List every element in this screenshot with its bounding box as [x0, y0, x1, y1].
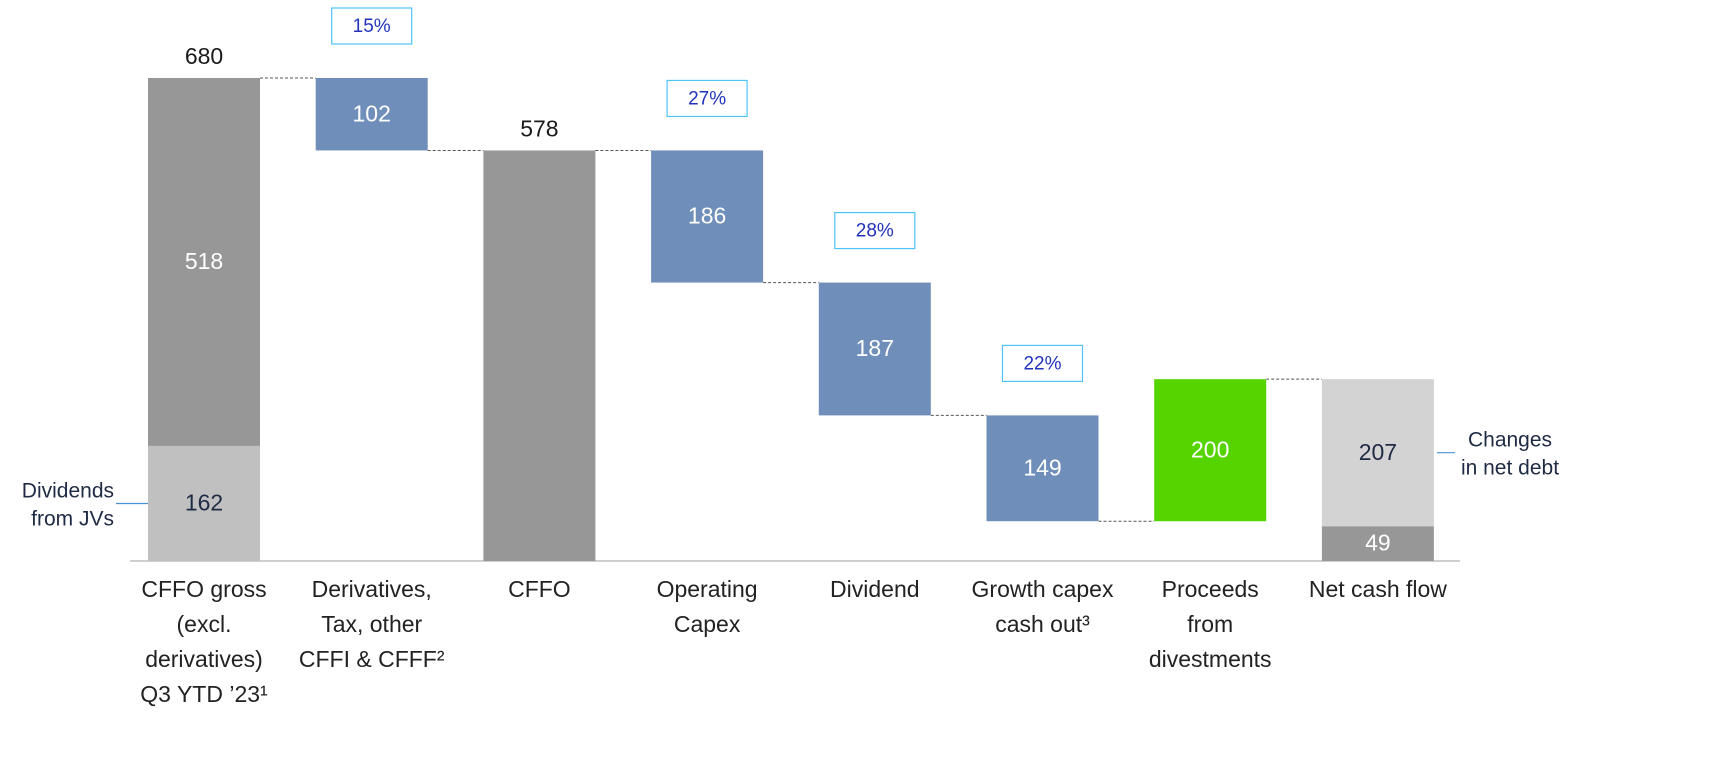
- share-box: [666, 79, 748, 118]
- value-label: 162: [185, 490, 223, 516]
- category-line: CFFI & CFFF²: [299, 646, 445, 672]
- category-label: Operating Capex: [657, 576, 758, 637]
- category-label: Derivatives, Tax, other CFFI & CFFF²: [299, 576, 445, 672]
- annotation-line-text: Changes: [1468, 428, 1552, 451]
- category-line: Tax, other: [321, 611, 422, 637]
- bar-segment: [1154, 379, 1267, 522]
- share-box: [331, 7, 413, 45]
- value-label: 149: [1023, 454, 1061, 480]
- value-label: 186: [688, 203, 726, 229]
- category-label: Dividend: [830, 576, 920, 602]
- annotation-line-text: in net debt: [1461, 456, 1559, 479]
- category-line: Proceeds: [1162, 576, 1259, 602]
- bar-segment: [651, 150, 764, 283]
- category-label: CFFO gross (excl. derivatives) Q3 YTD ’23¹: [140, 576, 268, 707]
- total-label: 578: [520, 116, 558, 142]
- category-line: divestments: [1149, 646, 1272, 672]
- category-line: cash out³: [995, 611, 1090, 637]
- category-label: Growth capex cash out³: [972, 576, 1114, 637]
- value-label: 187: [856, 335, 894, 361]
- share-label: 15%: [353, 16, 391, 37]
- bar-segment: [315, 78, 428, 151]
- value-label: 200: [1191, 436, 1229, 462]
- value-label: 518: [185, 248, 223, 274]
- category-line: Dividend: [830, 576, 920, 602]
- category-line: Derivatives,: [312, 576, 432, 602]
- category-label: Net cash flow: [1309, 576, 1447, 602]
- bar-segment: [986, 415, 1099, 522]
- total-label: 680: [185, 43, 223, 69]
- bar-segment: [1321, 379, 1434, 527]
- share-label: 22%: [1023, 353, 1061, 374]
- annotation: Changes in net debt: [1461, 428, 1559, 479]
- share-label: 27%: [688, 88, 726, 109]
- bar-segment: [818, 282, 931, 416]
- bar-segment: [148, 78, 260, 446]
- category-line: Q3 YTD ’23¹: [140, 681, 268, 707]
- category-line: Growth capex: [972, 576, 1114, 602]
- category-line: Operating: [657, 576, 758, 602]
- bar-segment: [148, 445, 260, 561]
- annotation-line-text: from JVs: [31, 507, 114, 530]
- category-line: derivatives): [145, 646, 263, 672]
- value-label: 49: [1365, 530, 1391, 556]
- category-line: from: [1187, 611, 1233, 637]
- share-box: [834, 211, 916, 250]
- category-line: CFFO: [508, 576, 571, 602]
- share-box: [1001, 344, 1084, 382]
- bar-segment: [483, 150, 596, 561]
- category-line: (excl.: [177, 611, 232, 637]
- category-label: Proceeds from divestments: [1149, 576, 1272, 672]
- category-label: CFFO: [508, 576, 571, 602]
- value-label: 102: [353, 100, 391, 126]
- share-label: 28%: [856, 221, 894, 242]
- annotation-line-text: Dividends: [22, 479, 114, 502]
- category-line: Net cash flow: [1309, 576, 1447, 602]
- value-label: 207: [1359, 439, 1397, 465]
- category-line: CFFO gross: [141, 576, 266, 602]
- category-line: Capex: [674, 611, 741, 637]
- annotation: Dividends from JVs: [22, 479, 114, 530]
- bar-segment: [1321, 526, 1434, 561]
